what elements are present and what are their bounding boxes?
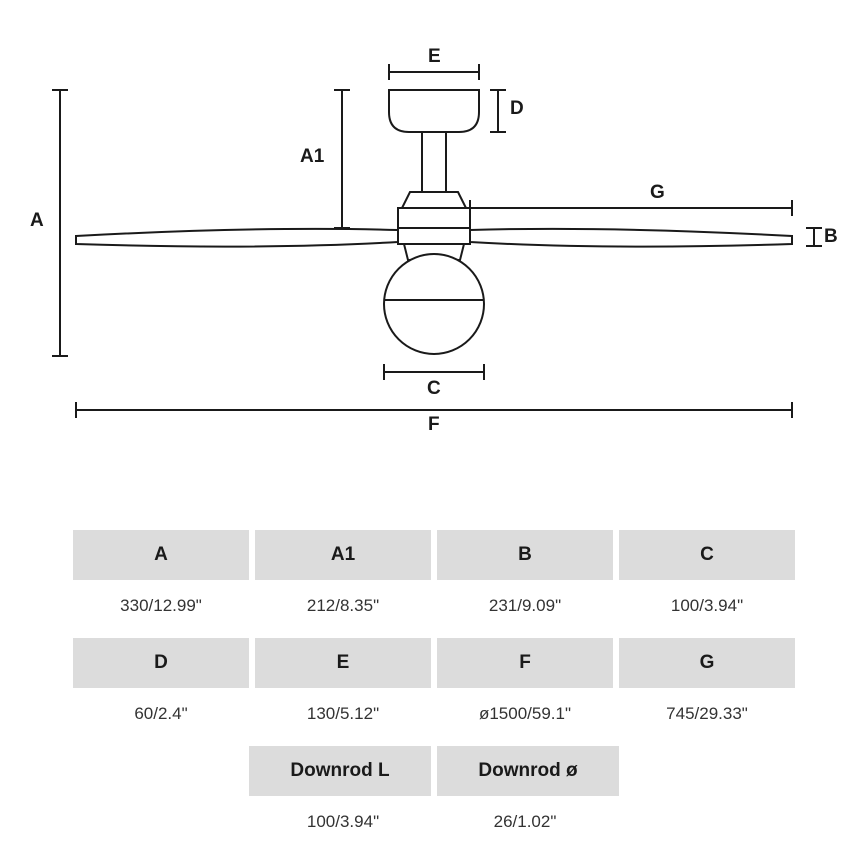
col-val: 130/5.12"	[252, 688, 434, 746]
table-row: Downrod L Downrod ø	[70, 746, 798, 796]
col-val: 26/1.02"	[434, 796, 616, 854]
label-A: A	[30, 210, 44, 232]
col-val: 212/8.35"	[252, 580, 434, 638]
col-head: E	[255, 638, 431, 688]
col-head: Downrod ø	[437, 746, 619, 796]
label-B: B	[824, 226, 838, 248]
fan-drawing-svg	[30, 50, 838, 430]
label-F: F	[428, 414, 440, 436]
col-head: A1	[255, 530, 431, 580]
label-C: C	[427, 378, 441, 400]
col-head: F	[437, 638, 613, 688]
spec-table: A A1 B C 330/12.99" 212/8.35" 231/9.09" …	[70, 530, 798, 854]
table-row: A A1 B C	[70, 530, 798, 580]
label-G: G	[650, 182, 665, 204]
col-val: 100/3.94"	[616, 580, 798, 638]
dimension-diagram: A A1 E D G B C F	[30, 50, 838, 430]
col-head: G	[619, 638, 795, 688]
col-val: ø1500/59.1"	[434, 688, 616, 746]
label-A1: A1	[300, 146, 324, 168]
col-head: B	[437, 530, 613, 580]
col-head: Downrod L	[249, 746, 431, 796]
table-row: 100/3.94" 26/1.02"	[70, 796, 798, 854]
table-row: 330/12.99" 212/8.35" 231/9.09" 100/3.94"	[70, 580, 798, 638]
col-val: 231/9.09"	[434, 580, 616, 638]
label-D: D	[510, 98, 524, 120]
page: A A1 E D G B C F A A1 B C 330/12.99" 212…	[0, 0, 868, 868]
col-val: 745/29.33"	[616, 688, 798, 746]
table-row: 60/2.4" 130/5.12" ø1500/59.1" 745/29.33"	[70, 688, 798, 746]
col-val: 100/3.94"	[252, 796, 434, 854]
table-row: D E F G	[70, 638, 798, 688]
col-head: D	[73, 638, 249, 688]
label-E: E	[428, 46, 441, 68]
col-head: A	[73, 530, 249, 580]
col-val: 60/2.4"	[70, 688, 252, 746]
col-val: 330/12.99"	[70, 580, 252, 638]
col-head: C	[619, 530, 795, 580]
